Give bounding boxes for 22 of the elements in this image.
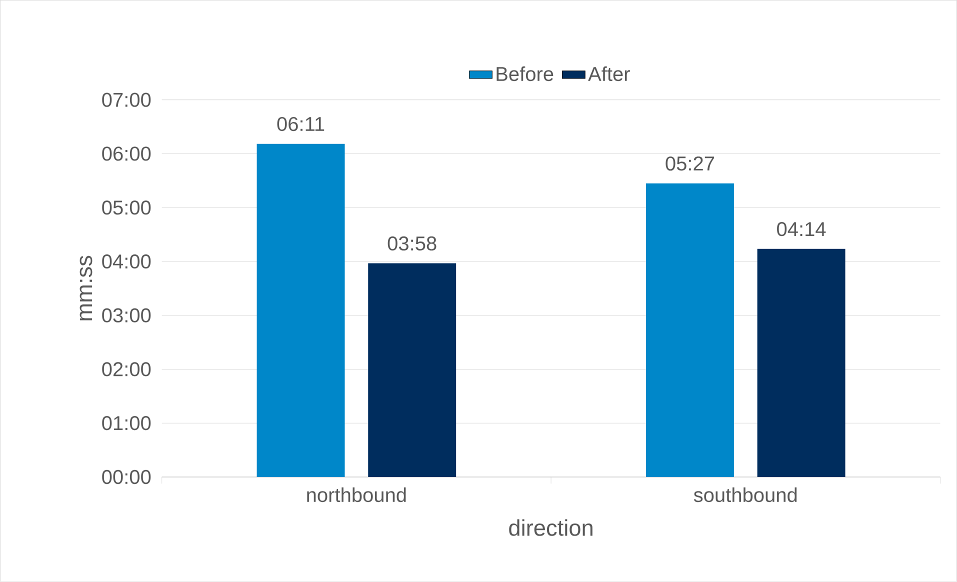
bar xyxy=(646,183,734,478)
y-axis-title: mm:ss xyxy=(80,256,92,320)
x-tick-label: southbound xyxy=(694,487,797,502)
x-tick-label: northbound xyxy=(307,487,406,502)
bar xyxy=(757,248,846,478)
data-label: 03:58 xyxy=(388,236,436,251)
bar xyxy=(256,144,345,478)
data-label: 05:27 xyxy=(666,156,714,171)
x-axis-title: direction xyxy=(509,519,592,536)
data-label: 06:11 xyxy=(277,117,324,132)
y-tick-label: 02:00 xyxy=(102,362,151,376)
legend-label: Before xyxy=(496,66,554,82)
legend-label: After xyxy=(588,66,630,82)
y-tick-label: 03:00 xyxy=(102,308,151,323)
y-tick-label: 04:00 xyxy=(102,254,151,269)
y-tick-label: 07:00 xyxy=(102,92,151,107)
y-tick-label: 00:00 xyxy=(102,470,151,484)
data-label: 04:14 xyxy=(777,222,826,236)
y-tick-label: 06:00 xyxy=(102,146,151,161)
y-tick-label: 05:00 xyxy=(102,200,151,215)
bar xyxy=(368,263,456,478)
y-tick-label: 01:00 xyxy=(102,416,151,430)
